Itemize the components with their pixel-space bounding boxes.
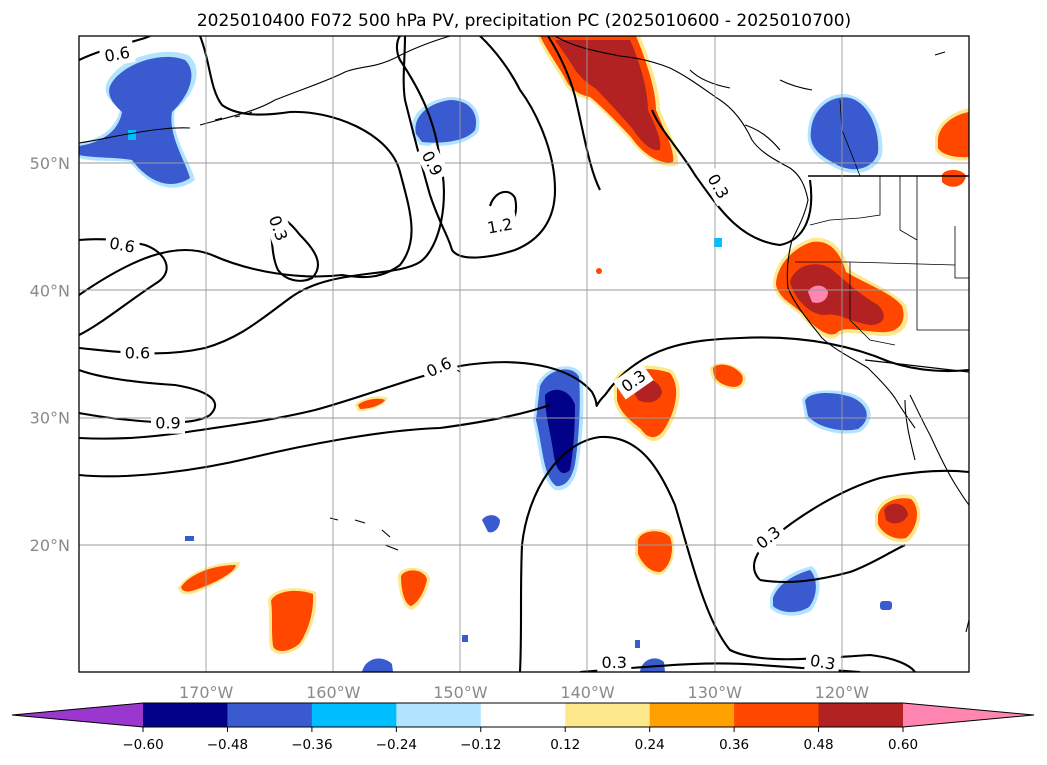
precip-positive-patch: [938, 112, 969, 158]
precip-positive-patch: [638, 531, 672, 572]
precip-negative-patch: [79, 56, 192, 184]
colorbar-segment: [734, 703, 820, 727]
lon-tick-label: 120°W: [815, 683, 870, 702]
colorbar-segment: [227, 703, 313, 727]
contour-label: 0.6: [103, 43, 131, 66]
precip-positive-patch: [181, 565, 236, 592]
colorbar-tick-label: 0.60: [888, 737, 918, 753]
precip-negative-patch: [415, 100, 477, 143]
contour-label-bg: [103, 230, 141, 259]
gridlines: [79, 36, 969, 672]
colorbar-tick-labels: −0.60 −0.48 −0.36 −0.24 −0.12 0.12 0.24 0.36 0.4…: [122, 727, 918, 753]
lat-tick-label: 40°N: [30, 281, 70, 300]
contour-label-bg: [98, 40, 136, 68]
colorbar-segment: [480, 703, 566, 727]
precip-negative-patch: [640, 658, 665, 672]
precip-negative-patch: [880, 601, 892, 610]
precip-negative-patch: [805, 393, 867, 431]
precip-negative-patch: [462, 635, 468, 642]
colorbar-segment: [396, 703, 482, 727]
map-title: 2025010400 F072 500 hPa PV, precipitatio…: [197, 11, 851, 31]
contour-label: 0.6: [108, 234, 136, 257]
contour-label: 0.9: [155, 414, 180, 433]
contour-label-bg: [414, 143, 451, 184]
contour-labels: 0.60.60.60.90.30.91.20.60.30.30.30.3 0.3: [98, 40, 842, 674]
contour-label-bg: [151, 411, 185, 434]
contour-label-bg: [804, 648, 842, 672]
precip-negative-patch: [362, 658, 393, 672]
colorbar-tick-label: 0.24: [635, 737, 665, 753]
contour-label-bg: [747, 518, 789, 557]
precip-positive-patch: [358, 398, 385, 409]
lat-tick-label: 50°N: [30, 154, 70, 173]
precip-negative-patch: [714, 238, 722, 247]
longitude-tick-labels: 170°W 160°W 150°W 140°W 130°W 120°W: [179, 683, 869, 702]
lat-tick-label: 30°N: [30, 409, 70, 428]
precip-positive-patch: [596, 268, 602, 274]
colorbar-tick-label: 0.48: [804, 737, 834, 753]
colorbar-segment: [649, 703, 735, 727]
map-frame: [78, 35, 970, 673]
precip-positive-patch: [790, 264, 884, 325]
borders: [795, 99, 969, 373]
precip-positive-patch: [942, 169, 966, 187]
precip-negative-patch: [635, 640, 640, 648]
precip-positive-patch: [555, 40, 661, 151]
contour-label-bg: [262, 208, 295, 248]
colorbar-tick-label: 0.36: [719, 737, 749, 753]
contour-label: 0.3: [602, 653, 627, 672]
colorbar-segment: [565, 703, 651, 727]
colorbar-tick-label: −0.12: [460, 737, 501, 753]
contour-label: 1.2: [486, 214, 514, 237]
precip-negative-patch: [810, 97, 879, 170]
precip-positive-patch: [401, 570, 427, 606]
contour-label-bg: [597, 650, 632, 672]
precip-positive-patch: [884, 503, 908, 524]
precip-negative-patch: [482, 515, 500, 533]
lon-tick-label: 150°W: [433, 683, 488, 702]
lat-tick-label: 20°N: [30, 536, 70, 555]
contour-label: 0.6: [125, 344, 150, 363]
precip-negative-patch: [128, 130, 136, 140]
colorbar-tick-label: 0.12: [550, 737, 580, 753]
colorbar-segment: [143, 703, 228, 727]
colorbar-segment: [818, 703, 904, 727]
colorbar-tick-label: −0.48: [207, 737, 248, 753]
contour-label-bg: [120, 341, 155, 364]
precip-negative-patch: [185, 536, 194, 541]
lon-tick-label: 170°W: [179, 683, 234, 702]
precip-positive-patch: [713, 364, 743, 387]
contour-label-bg: [481, 211, 519, 240]
contour-label-bg: [418, 349, 459, 384]
colorbar-tick-label: −0.36: [291, 737, 332, 753]
map-panel: 0.60.60.60.90.30.91.20.60.30.30.30.3 0.3: [79, 36, 969, 674]
colorbar-tick-label: −0.24: [376, 737, 417, 753]
precip-positive-patch: [271, 590, 314, 652]
coastlines: [79, 36, 969, 633]
contour-label-bg: [613, 361, 654, 400]
contour-label: 0.3: [809, 651, 837, 674]
contour-label-bg: [700, 165, 737, 207]
colorbar-tick-label: −0.60: [122, 737, 163, 753]
colorbar: [11, 702, 1035, 728]
colorbar-segment: [311, 703, 397, 727]
lon-tick-label: 130°W: [688, 683, 743, 702]
colorbar-extend-high: [903, 703, 1034, 727]
latitude-tick-labels: 50°N 40°N 30°N 20°N: [30, 154, 70, 555]
lon-tick-label: 160°W: [306, 683, 361, 702]
colorbar-extend-low: [12, 703, 143, 727]
lon-tick-label: 140°W: [560, 683, 615, 702]
